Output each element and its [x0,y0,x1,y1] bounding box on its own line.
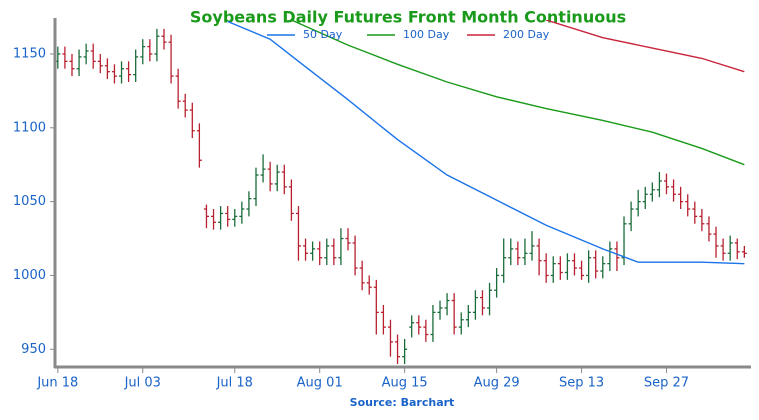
legend-label: 100 Day [403,28,450,41]
x-tick-label: Jun 18 [36,376,78,391]
x-tick-label: Jul 03 [124,376,161,391]
y-tick-label: 950 [21,342,46,357]
legend-label: 200 Day [503,28,550,41]
chart-title: Soybeans Daily Futures Front Month Conti… [190,8,626,27]
y-tick-label: 1100 [13,120,46,135]
x-tick-label: Sep 27 [644,376,689,391]
x-tick-label: Aug 15 [382,376,428,391]
x-tick-label: Jul 18 [216,376,253,391]
source: Source: Barchart [350,396,455,409]
x-tick-label: Aug 29 [474,376,520,391]
y-tick-label: 1050 [13,194,46,209]
moving-average-line [545,20,745,73]
legend-label: 50 Day [303,28,343,41]
moving-average-line [227,20,745,265]
y-tick-label: 1150 [13,46,46,61]
x-tick-label: Sep 13 [559,376,604,391]
plot-area [55,20,747,365]
y-tick-label: 1000 [13,268,46,283]
moving-average-line [291,20,745,166]
x-tick-label: Aug 01 [297,376,343,391]
